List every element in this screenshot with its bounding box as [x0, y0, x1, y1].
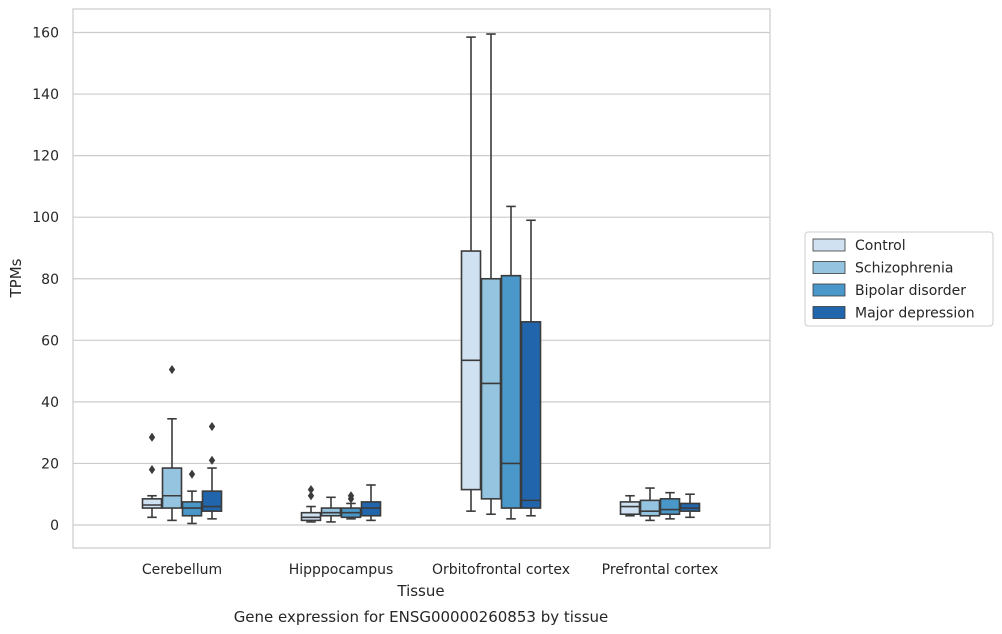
outlier-point-1	[307, 491, 315, 501]
y-axis-label: TPMs	[7, 258, 25, 298]
legend-swatch-2	[812, 261, 846, 274]
box-3-series-4	[520, 219, 542, 517]
legend-label-1: Control	[855, 238, 906, 254]
outlier-point-1	[208, 455, 216, 465]
x-axis-label: Tissue	[396, 582, 444, 600]
y-tick-label-20: 20	[41, 456, 59, 472]
outlier-point-2	[148, 432, 156, 442]
y-tick-label-120: 120	[32, 149, 59, 165]
box-iqr	[659, 498, 681, 516]
box-2-series-1	[300, 484, 322, 523]
legend-swatch-3	[812, 283, 846, 297]
outlier-point-1	[188, 469, 196, 479]
box-plots	[141, 33, 701, 525]
box-2-series-4	[360, 484, 382, 522]
legend: Control Schizophrenia Bipolar disorder Majo…	[804, 231, 994, 327]
legend-swatch-1	[812, 238, 846, 252]
outlier-point-1	[148, 464, 156, 475]
box-3-series-1	[460, 36, 482, 512]
box-3-series-3	[500, 205, 522, 520]
outlier-point-1	[168, 364, 176, 375]
box-iqr	[500, 274, 522, 509]
legend-label-3: Bipolar disorder	[855, 283, 966, 299]
outlier-point-2	[208, 421, 216, 432]
outlier-point-2	[347, 491, 355, 501]
box-iqr	[460, 250, 482, 491]
y-tick-label-0: 0	[50, 518, 59, 534]
box-4-series-1	[619, 494, 641, 517]
box-1-series-1	[141, 432, 163, 519]
x-tick-label-3: Orbitofrontal cortex	[432, 562, 570, 578]
y-tick-label-160: 160	[32, 26, 59, 42]
box-1-series-2	[161, 364, 183, 522]
box-iqr	[639, 499, 661, 517]
y-axis-ticks: 0 20 40 60 80 100 120 140 160	[32, 26, 59, 535]
y-tick-label-80: 80	[41, 272, 59, 288]
plot-area-frame	[72, 8, 771, 549]
box-4-series-3	[659, 491, 681, 520]
legend-frame	[804, 231, 994, 327]
box-iqr	[480, 277, 502, 500]
x-tick-label-2: Hipppocampus	[289, 562, 394, 578]
box-1-series-4	[201, 421, 223, 520]
chart-caption: Gene expression for ENSG00000260853 by t…	[234, 608, 609, 626]
box-iqr	[201, 490, 223, 512]
x-tick-label-1: Cerebellum	[142, 562, 222, 578]
legend-items: Control Schizophrenia Bipolar disorder Majo…	[812, 238, 975, 322]
legend-label-4: Major depression	[855, 306, 975, 322]
legend-label-2: Schizophrenia	[855, 261, 953, 277]
grid-lines	[73, 31, 770, 526]
box-iqr	[520, 321, 542, 509]
box-3-series-2	[480, 33, 502, 516]
x-tick-label-4: Prefrontal cortex	[602, 562, 719, 578]
box-iqr	[619, 501, 641, 516]
x-axis-ticks: Cerebellum Hipppocampus Orbitofrontal cort…	[142, 562, 718, 578]
box-iqr	[141, 498, 163, 509]
box-2-series-2	[320, 496, 342, 523]
y-tick-label-100: 100	[32, 210, 59, 226]
y-tick-label-40: 40	[41, 395, 59, 411]
box-2-series-3	[340, 491, 362, 520]
y-tick-label-60: 60	[41, 333, 59, 349]
y-tick-label-140: 140	[32, 87, 59, 103]
box-4-series-4	[679, 493, 701, 519]
box-4-series-2	[639, 487, 661, 522]
box-1-series-3	[181, 469, 203, 525]
legend-swatch-4	[812, 306, 846, 319]
outlier-point-2	[307, 484, 315, 495]
box-iqr	[161, 467, 183, 509]
